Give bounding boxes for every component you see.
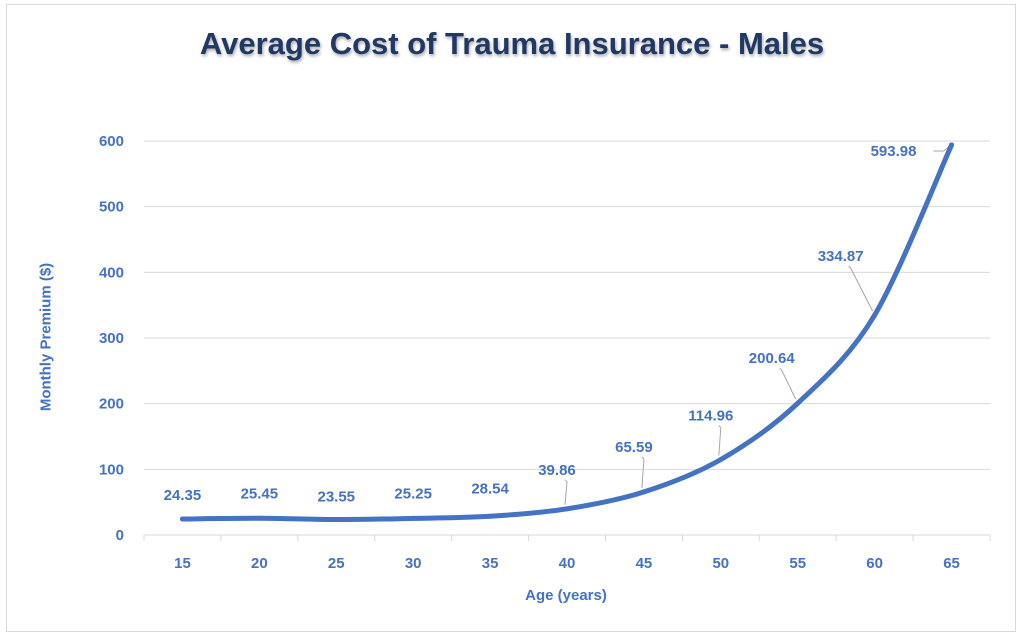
y-tick-label: 300 <box>99 330 124 347</box>
series-group <box>179 142 955 523</box>
data-label: 24.35 <box>164 487 202 504</box>
data-point <box>487 513 493 519</box>
y-tick-label: 200 <box>99 396 124 413</box>
chart-frame <box>6 4 1016 632</box>
data-point <box>718 457 724 463</box>
data-label: 25.25 <box>394 485 432 502</box>
x-tick-label: 15 <box>174 555 191 572</box>
leader-line <box>718 425 722 456</box>
data-point <box>333 517 339 523</box>
x-axis-label: Age (years) <box>525 587 607 604</box>
data-point <box>872 312 878 318</box>
data-label: 25.45 <box>241 485 279 502</box>
leader-line <box>779 367 797 400</box>
y-tick-label: 0 <box>116 527 124 544</box>
data-point <box>179 516 185 522</box>
data-label: 593.98 <box>871 143 917 160</box>
x-tick-label: 35 <box>482 555 499 572</box>
data-point <box>949 142 955 148</box>
data-label: 39.86 <box>538 462 576 479</box>
data-label: 114.96 <box>688 408 733 425</box>
data-label: 200.64 <box>749 350 796 367</box>
data-label-leaders <box>564 146 949 505</box>
x-tick-label: 50 <box>712 555 729 572</box>
x-tick-label: 55 <box>789 555 806 572</box>
data-label: 23.55 <box>317 489 355 506</box>
y-tick-labels: 0 100 200 300 400 500 600 <box>99 133 124 544</box>
data-label: 334.87 <box>818 248 864 265</box>
leader-line <box>848 265 874 312</box>
data-labels: 24.35 25.45 23.55 25.25 28.54 39.86 65.59 114.9… <box>164 143 917 506</box>
data-point <box>410 515 416 521</box>
x-tick-label: 65 <box>943 555 960 572</box>
data-point <box>795 400 801 406</box>
leader-line <box>564 479 568 505</box>
leader-line <box>641 456 645 488</box>
x-tick-label: 20 <box>251 555 268 572</box>
y-tick-label: 500 <box>99 199 124 216</box>
y-tick-label: 400 <box>99 264 124 281</box>
chart-title: Average Cost of Trauma Insurance - Males <box>199 26 825 61</box>
x-tick-label: 25 <box>328 555 345 572</box>
gridlines <box>144 140 990 470</box>
data-point <box>256 515 262 521</box>
x-tick-labels: 15 20 25 30 35 40 45 50 55 60 65 <box>174 555 960 572</box>
x-tick-label: 45 <box>636 555 653 572</box>
data-point <box>564 506 570 512</box>
x-tick-label: 40 <box>559 555 576 572</box>
x-tick-label: 60 <box>866 555 883 572</box>
data-label: 65.59 <box>615 439 653 456</box>
leader-line <box>933 146 949 152</box>
x-tick-label: 30 <box>405 555 422 572</box>
series-line <box>179 142 955 523</box>
y-tick-label: 600 <box>99 133 124 150</box>
x-axis <box>143 534 991 541</box>
y-tick-label: 100 <box>99 461 124 478</box>
data-point <box>641 489 647 495</box>
data-label: 28.54 <box>471 480 509 497</box>
